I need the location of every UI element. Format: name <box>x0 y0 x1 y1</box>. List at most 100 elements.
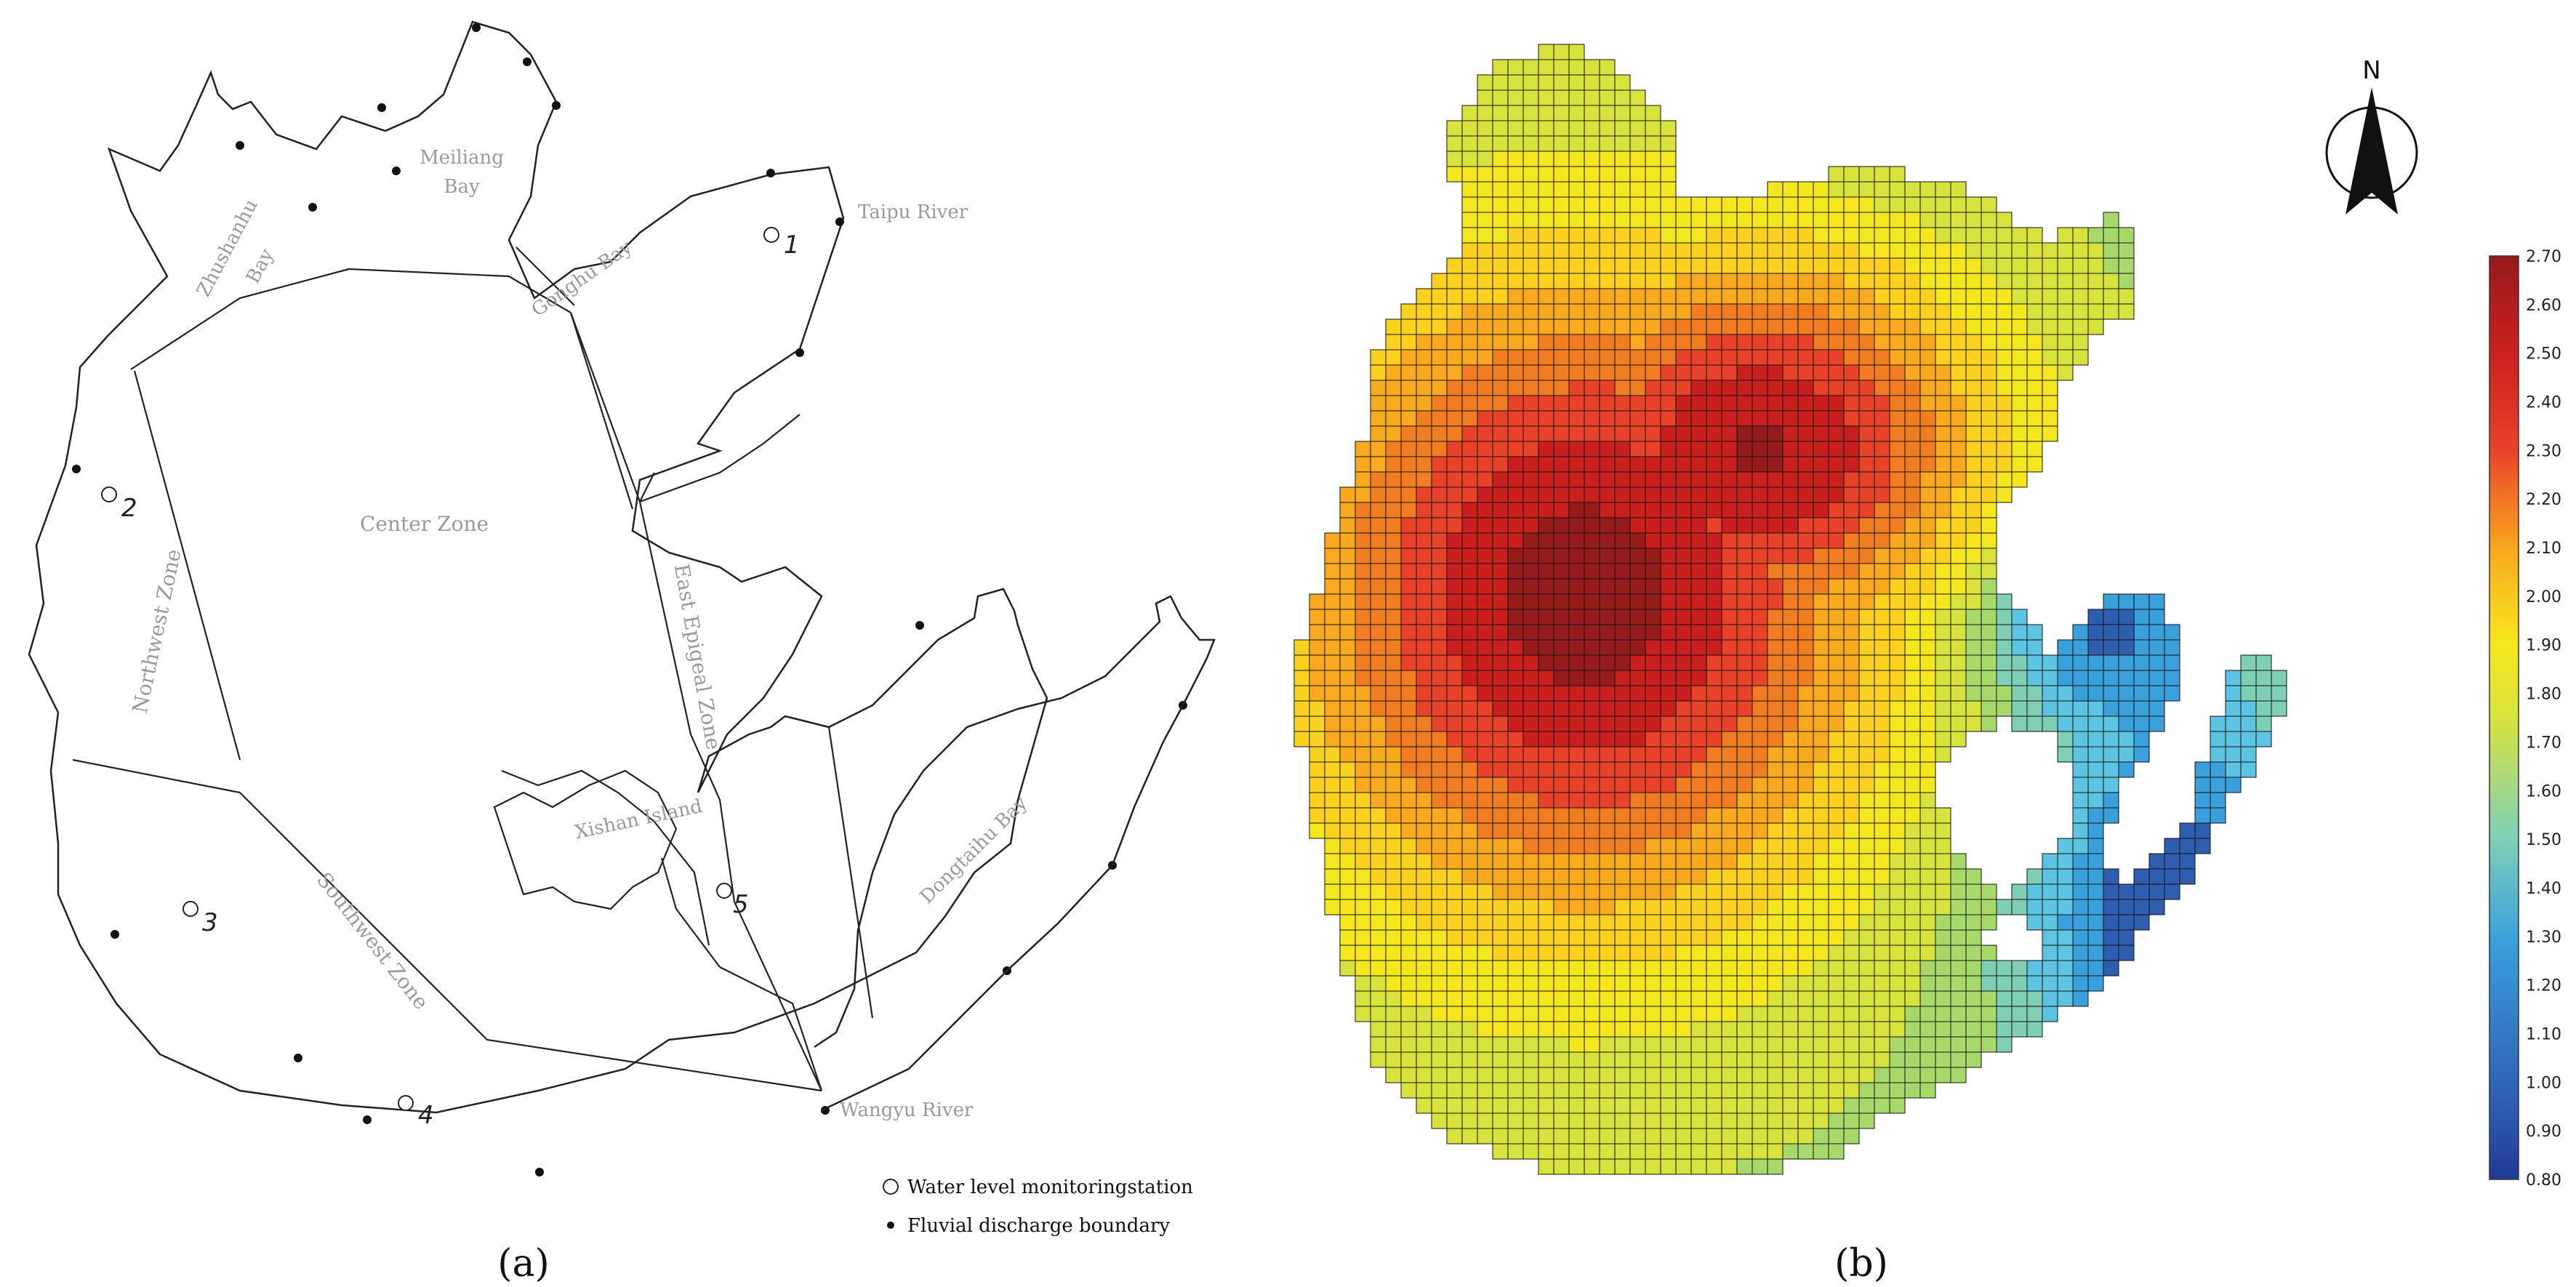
grid-cell <box>1858 227 1875 244</box>
grid-cell <box>2087 960 2104 977</box>
grid-cell <box>1828 685 1845 702</box>
grid-cell <box>1416 593 1432 610</box>
grid-cell <box>1858 364 1875 381</box>
grid-cell <box>1660 242 1677 259</box>
discharge-point <box>795 348 804 357</box>
grid-cell <box>1553 242 1570 259</box>
grid-cell <box>1584 227 1600 244</box>
grid-cell <box>1522 395 1539 412</box>
grid-cell <box>1645 746 1661 763</box>
grid-cell <box>2011 318 2028 335</box>
grid-cell <box>1736 792 1753 809</box>
grid-cell <box>1553 822 1570 839</box>
grid-cell <box>1416 456 1432 473</box>
grid-cell <box>2103 624 2119 641</box>
grid-cell <box>1568 914 1585 931</box>
grid-cell <box>1752 502 1768 518</box>
grid-cell <box>1996 380 2013 396</box>
grid-cell <box>1919 532 1936 549</box>
grid-cell <box>1904 777 1921 793</box>
grid-cell <box>1767 731 1783 747</box>
grid-cell <box>1553 532 1570 549</box>
grid-cell <box>1660 990 1677 1007</box>
grid-cell <box>1660 777 1677 793</box>
grid-cell <box>1538 929 1554 946</box>
grid-cell <box>1919 318 1936 335</box>
grid-cell <box>2087 792 2104 809</box>
grid-cell <box>2194 807 2211 824</box>
grid-cell <box>1752 349 1768 366</box>
grid-cell <box>1522 654 1539 671</box>
grid-cell <box>1339 929 1356 946</box>
grid-cell <box>1843 380 1860 396</box>
grid-cell <box>2057 960 2074 977</box>
grid-cell <box>1370 624 1387 641</box>
grid-cell <box>1645 563 1661 580</box>
grid-cell <box>1782 960 1799 977</box>
grid-cell <box>1629 807 1646 824</box>
grid-cell <box>1645 838 1661 854</box>
discharge-point <box>472 23 481 32</box>
grid-cell <box>1889 975 1906 992</box>
grid-cell <box>1767 609 1783 625</box>
grid-cell <box>1843 410 1860 427</box>
grid-cell <box>1355 899 1371 915</box>
grid-cell <box>2072 349 2089 366</box>
grid-cell <box>1522 960 1539 977</box>
grid-cell <box>1690 425 1707 442</box>
grid-cell <box>1935 273 1951 289</box>
grid-cell <box>1797 425 1814 442</box>
grid-cell <box>2026 685 2043 702</box>
grid-cell <box>1629 1158 1646 1175</box>
grid-cell <box>1538 135 1554 152</box>
grid-cell <box>1813 883 1829 900</box>
grid-cell <box>1690 624 1707 641</box>
grid-cell <box>1568 578 1585 595</box>
colorbar-gradient <box>2489 255 2519 1180</box>
grid-cell <box>2072 257 2089 274</box>
grid-cell <box>2133 593 2150 610</box>
grid-cell <box>1370 532 1387 549</box>
grid-cell <box>1690 1158 1707 1175</box>
grid-cell <box>1858 945 1875 961</box>
grid-cell <box>1416 899 1432 915</box>
grid-cell <box>1599 746 1616 763</box>
grid-cell <box>1461 135 1478 152</box>
grid-cell <box>1507 609 1524 625</box>
grid-cell <box>1706 777 1722 793</box>
grid-cell <box>1553 975 1570 992</box>
grid-cell <box>1461 334 1478 350</box>
grid-cell <box>1690 441 1707 457</box>
grid-cell <box>1782 899 1799 915</box>
grid-cell <box>1843 838 1860 854</box>
grid-cell <box>2026 441 2043 457</box>
grid-cell <box>1752 548 1768 564</box>
grid-cell <box>1339 548 1356 564</box>
grid-cell <box>1568 1067 1585 1083</box>
grid-cell <box>1645 227 1661 244</box>
grid-cell <box>1584 654 1600 671</box>
grid-cell <box>1919 700 1936 717</box>
grid-cell <box>1553 441 1570 457</box>
grid-cell <box>1507 532 1524 549</box>
grid-cell <box>2118 670 2135 686</box>
grid-cell <box>1858 975 1875 992</box>
grid-cell <box>1614 166 1631 183</box>
grid-cell <box>1813 257 1829 274</box>
grid-cell <box>1904 273 1921 289</box>
grid-cell <box>1965 990 1982 1007</box>
grid-cell <box>1874 1097 1890 1114</box>
grid-cell <box>1416 380 1432 396</box>
grid-cell <box>1828 273 1845 289</box>
grid-cell <box>1935 486 1951 503</box>
grid-cell <box>1584 578 1600 595</box>
grid-cell <box>1584 334 1600 350</box>
grid-cell <box>1522 380 1539 396</box>
grid-cell <box>1736 212 1753 228</box>
grid-cell <box>1752 395 1768 412</box>
grid-cell <box>1584 349 1600 366</box>
grid-cell <box>2103 227 2119 244</box>
grid-cell <box>1858 380 1875 396</box>
grid-cell <box>1660 975 1677 992</box>
zhushanhu-bay-label-2: Bay <box>242 245 278 287</box>
